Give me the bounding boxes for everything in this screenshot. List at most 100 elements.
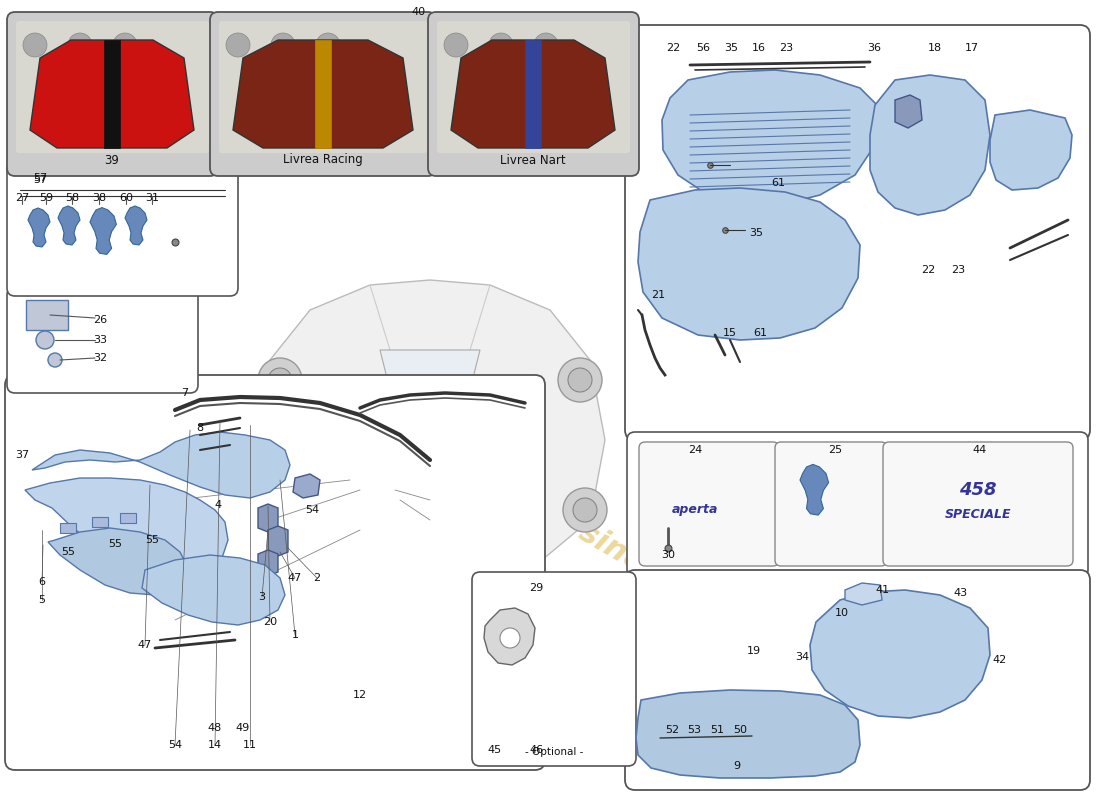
Polygon shape xyxy=(58,206,80,245)
Text: 31: 31 xyxy=(145,193,160,203)
Polygon shape xyxy=(990,110,1072,190)
Text: 458: 458 xyxy=(959,481,997,499)
Polygon shape xyxy=(142,555,285,625)
FancyBboxPatch shape xyxy=(7,162,238,296)
Polygon shape xyxy=(662,70,880,205)
Text: 3: 3 xyxy=(258,592,265,602)
Circle shape xyxy=(263,498,287,522)
Text: 9: 9 xyxy=(734,761,740,771)
Polygon shape xyxy=(233,40,412,148)
Text: 59: 59 xyxy=(39,193,53,203)
Polygon shape xyxy=(895,95,922,128)
Circle shape xyxy=(568,368,592,392)
Circle shape xyxy=(258,358,303,402)
FancyBboxPatch shape xyxy=(26,300,68,330)
Circle shape xyxy=(444,33,468,57)
Text: 40: 40 xyxy=(411,7,425,17)
Polygon shape xyxy=(60,523,76,533)
Polygon shape xyxy=(48,528,188,595)
Polygon shape xyxy=(125,206,147,245)
Text: 35: 35 xyxy=(724,43,738,53)
Text: 54: 54 xyxy=(305,505,319,515)
Circle shape xyxy=(500,628,520,648)
Text: 27: 27 xyxy=(15,193,29,203)
Text: 37: 37 xyxy=(15,450,29,460)
Circle shape xyxy=(23,33,47,57)
Text: 32: 32 xyxy=(92,353,107,363)
Circle shape xyxy=(113,33,138,57)
Text: 55: 55 xyxy=(108,539,122,549)
FancyBboxPatch shape xyxy=(639,442,779,566)
Text: 11: 11 xyxy=(243,740,257,750)
Text: 6: 6 xyxy=(39,577,45,587)
Circle shape xyxy=(48,353,62,367)
Text: 24: 24 xyxy=(688,445,702,455)
Text: 16: 16 xyxy=(752,43,766,53)
Polygon shape xyxy=(25,478,228,580)
Text: 55: 55 xyxy=(145,535,160,545)
Text: passion for parts since 1985: passion for parts since 1985 xyxy=(311,366,749,634)
Text: 17: 17 xyxy=(965,43,979,53)
FancyBboxPatch shape xyxy=(625,570,1090,790)
FancyBboxPatch shape xyxy=(7,12,218,176)
Text: 25: 25 xyxy=(828,445,843,455)
Text: 10: 10 xyxy=(835,608,849,618)
Circle shape xyxy=(36,331,54,349)
Polygon shape xyxy=(258,504,278,532)
Polygon shape xyxy=(104,40,120,148)
Polygon shape xyxy=(451,40,615,148)
Text: 23: 23 xyxy=(779,43,793,53)
Polygon shape xyxy=(28,208,50,247)
Text: 53: 53 xyxy=(688,725,701,735)
Circle shape xyxy=(253,488,297,532)
Polygon shape xyxy=(810,590,990,718)
Text: 60: 60 xyxy=(119,193,133,203)
Circle shape xyxy=(558,358,602,402)
FancyBboxPatch shape xyxy=(7,287,198,393)
Polygon shape xyxy=(636,690,860,778)
Text: aperta: aperta xyxy=(672,503,718,517)
Text: 42: 42 xyxy=(993,655,1008,665)
Text: 29: 29 xyxy=(529,583,543,593)
Polygon shape xyxy=(255,280,605,595)
Text: 39: 39 xyxy=(104,154,120,166)
FancyBboxPatch shape xyxy=(627,432,1088,578)
Text: 54: 54 xyxy=(168,740,183,750)
Text: 12: 12 xyxy=(353,690,367,700)
Text: 61: 61 xyxy=(771,178,785,188)
FancyBboxPatch shape xyxy=(472,572,636,766)
Text: 22: 22 xyxy=(666,43,680,53)
Text: 57: 57 xyxy=(33,173,47,183)
Polygon shape xyxy=(379,350,480,410)
Text: 50: 50 xyxy=(733,725,747,735)
Text: 43: 43 xyxy=(953,588,967,598)
Text: 51: 51 xyxy=(710,725,724,735)
Circle shape xyxy=(68,33,92,57)
Text: 4: 4 xyxy=(214,500,221,510)
Polygon shape xyxy=(258,550,278,576)
Polygon shape xyxy=(845,583,882,605)
Polygon shape xyxy=(870,75,990,215)
Text: 2: 2 xyxy=(314,573,320,583)
Text: 45: 45 xyxy=(488,745,502,755)
Text: 56: 56 xyxy=(696,43,710,53)
Text: 21: 21 xyxy=(651,290,666,300)
Polygon shape xyxy=(638,188,860,340)
Polygon shape xyxy=(120,513,136,523)
Circle shape xyxy=(490,33,513,57)
Polygon shape xyxy=(92,517,108,527)
Text: SPECIALE: SPECIALE xyxy=(945,509,1011,522)
Text: 34: 34 xyxy=(795,652,810,662)
Text: Livrea Nart: Livrea Nart xyxy=(500,154,565,166)
Circle shape xyxy=(271,33,295,57)
Text: 52: 52 xyxy=(664,725,679,735)
FancyBboxPatch shape xyxy=(428,12,639,176)
Text: 35: 35 xyxy=(749,228,763,238)
Text: 26: 26 xyxy=(92,315,107,325)
Circle shape xyxy=(268,368,292,392)
Polygon shape xyxy=(525,40,541,148)
Text: 47: 47 xyxy=(288,573,302,583)
Text: 8: 8 xyxy=(197,423,204,433)
Circle shape xyxy=(534,33,558,57)
Text: 46: 46 xyxy=(529,745,543,755)
